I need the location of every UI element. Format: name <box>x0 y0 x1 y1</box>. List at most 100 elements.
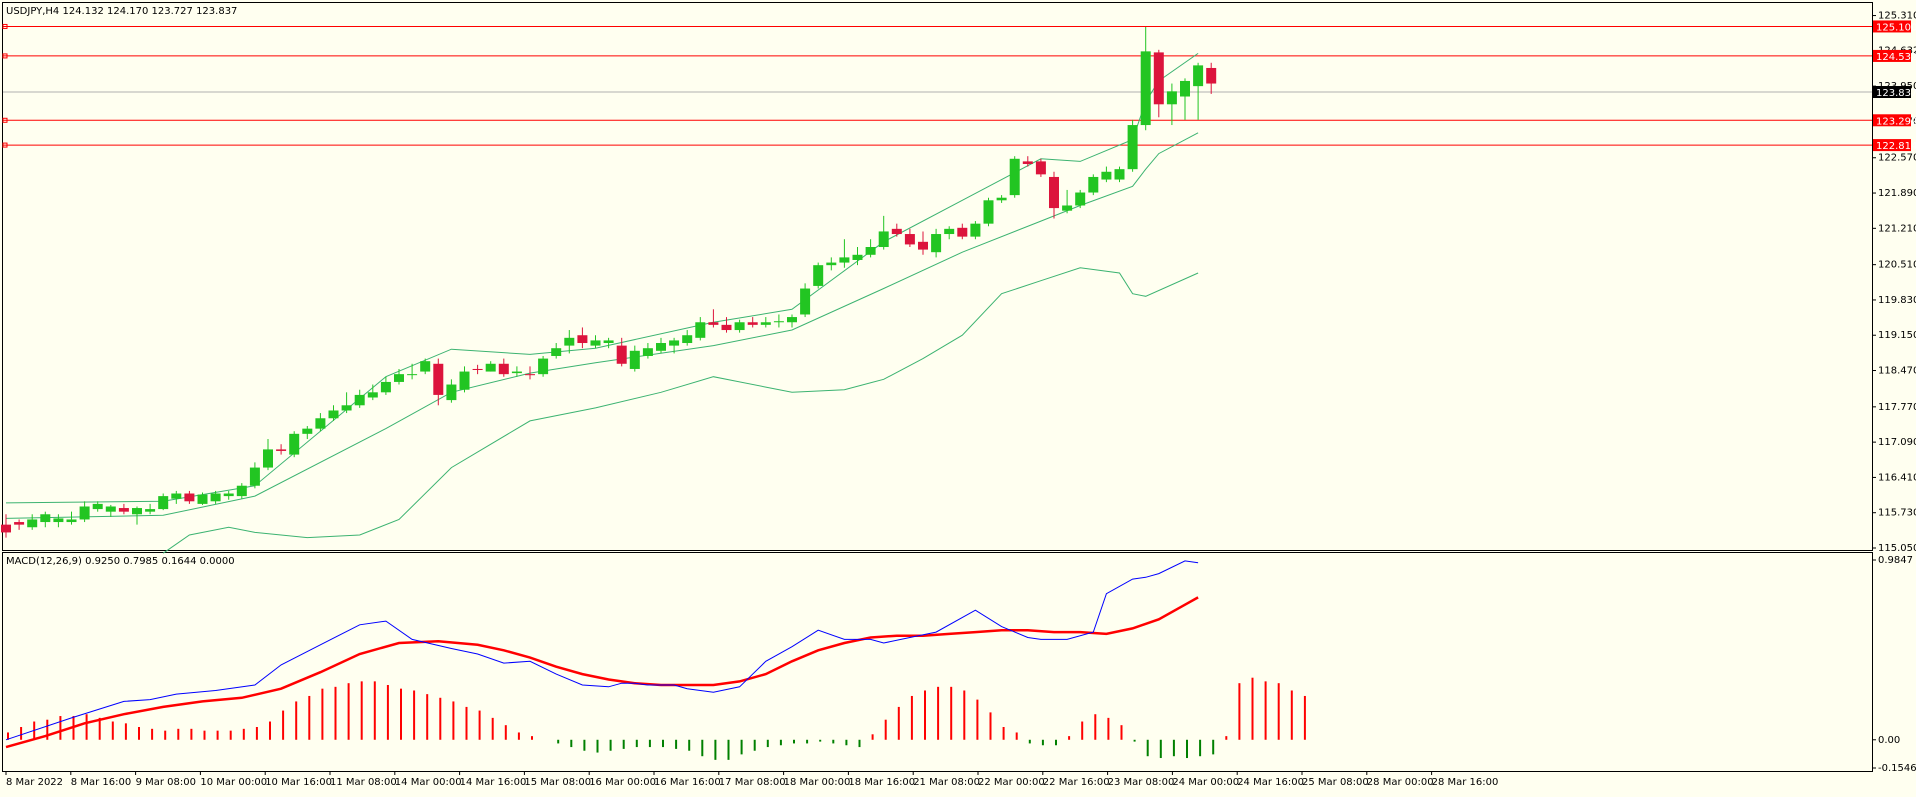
candle-body <box>1 524 11 533</box>
current-price-label: 123.837 <box>1876 88 1916 99</box>
candle-body <box>446 384 457 401</box>
candle-body <box>328 410 339 419</box>
candle-body <box>669 340 680 346</box>
x-tick-label: 24 Mar 00:00 <box>1172 777 1239 788</box>
candle-body <box>931 234 942 253</box>
candle-body <box>564 337 575 346</box>
candle-body <box>105 506 116 512</box>
candle-body <box>14 522 25 525</box>
x-tick-label: 8 Mar 16:00 <box>71 777 131 788</box>
candle-body <box>852 254 863 260</box>
x-tick-label: 10 Mar 16:00 <box>265 777 332 788</box>
candle-body <box>341 405 352 411</box>
candle-body <box>302 428 313 434</box>
candle-body <box>1180 80 1190 97</box>
candle-body <box>996 197 1007 201</box>
candle-body <box>1114 169 1125 180</box>
candle-body <box>92 503 103 510</box>
candle-body <box>184 493 195 502</box>
macd-panel[interactable] <box>2 552 1873 772</box>
y-tick-label: 117.090 <box>1878 437 1916 448</box>
level-price-tag: 123.292 <box>1873 114 1916 127</box>
candle-body <box>145 509 156 512</box>
chart-title: USDJPY,H4 124.132 124.170 123.727 123.83… <box>6 6 237 17</box>
x-tick-label: 9 Mar 08:00 <box>136 777 196 788</box>
macd-y-tick-label: 0.00 <box>1878 735 1900 746</box>
candle-body <box>800 288 811 315</box>
x-tick-label: 25 Mar 08:00 <box>1302 777 1369 788</box>
candle-body <box>760 322 771 325</box>
candle-body <box>826 262 837 266</box>
candle-body <box>590 340 601 346</box>
level-price-tag-bg <box>1873 114 1911 127</box>
candle-body <box>236 485 247 497</box>
candle-body <box>394 374 404 382</box>
candle-body <box>1035 161 1046 175</box>
candle-body <box>1153 52 1164 105</box>
candle-body <box>1062 205 1073 211</box>
x-tick-label: 14 Mar 00:00 <box>395 777 462 788</box>
bollinger-middle-line <box>5 132 1199 519</box>
level-price-tag-bg <box>1873 49 1911 62</box>
current-price-tag: 123.837 <box>1873 85 1916 99</box>
candle-body <box>276 449 287 451</box>
candle-body <box>27 519 38 528</box>
candle-body <box>642 348 653 356</box>
candle-body <box>970 223 981 237</box>
candle-body <box>577 335 588 344</box>
level-price-label: 125.100 <box>1876 22 1916 33</box>
candle-body <box>616 345 627 364</box>
candle-body <box>79 506 90 520</box>
candle-body <box>53 518 64 523</box>
level-price-tag-bg <box>1873 139 1911 152</box>
candle-body <box>957 227 968 237</box>
candle-body <box>197 494 208 504</box>
candle-body <box>891 228 902 235</box>
candle-body <box>734 322 745 331</box>
candle-body <box>380 381 391 393</box>
y-tick-label: 119.830 <box>1878 295 1916 306</box>
x-tick-label: 18 Mar 16:00 <box>848 777 915 788</box>
candle-body <box>66 519 77 523</box>
candle-body <box>210 493 221 502</box>
y-tick-label: 115.050 <box>1878 543 1916 554</box>
candle-body <box>525 374 535 376</box>
x-tick-label: 15 Mar 08:00 <box>524 777 591 788</box>
x-tick-label: 17 Mar 08:00 <box>719 777 786 788</box>
candle-body <box>498 363 509 375</box>
candle-body <box>983 200 994 224</box>
candle-body <box>263 449 273 468</box>
candle-body <box>839 257 850 263</box>
level-price-label: 123.292 <box>1876 116 1916 127</box>
y-tick-label: 115.730 <box>1878 508 1916 519</box>
level-handle-icon <box>2 53 8 59</box>
candle-body <box>1101 171 1112 180</box>
candle-body <box>865 247 876 255</box>
y-tick-label: 125.310 <box>1878 11 1916 22</box>
candle-body <box>420 361 431 372</box>
price-panel[interactable] <box>2 2 1873 551</box>
y-tick-label: 120.510 <box>1878 260 1916 271</box>
signal-line <box>5 596 1199 749</box>
x-tick-label: 11 Mar 08:00 <box>330 777 397 788</box>
macd-y-tick-label: 0.9847 <box>1878 555 1913 566</box>
candle-body <box>629 350 640 369</box>
candle-body <box>158 496 169 510</box>
candle-body <box>944 228 955 235</box>
candle-body <box>315 418 326 429</box>
macd-title: MACD(12,26,9) 0.9250 0.7985 0.1644 0.000… <box>6 556 235 567</box>
candle-body <box>1166 91 1177 105</box>
y-tick-label: 121.210 <box>1878 223 1916 234</box>
x-tick-label: 22 Mar 16:00 <box>1043 777 1110 788</box>
level-handle-icon <box>2 142 8 148</box>
candle-body <box>904 234 915 245</box>
candle-body <box>1127 125 1138 170</box>
level-price-label: 124.532 <box>1876 52 1916 63</box>
level-handle-icon <box>2 23 8 29</box>
y-tick-label: 122.570 <box>1878 153 1916 164</box>
candle-body <box>787 317 797 323</box>
x-tick-label: 18 Mar 00:00 <box>784 777 851 788</box>
x-tick-label: 10 Mar 00:00 <box>200 777 267 788</box>
x-tick-label: 28 Mar 16:00 <box>1432 777 1499 788</box>
